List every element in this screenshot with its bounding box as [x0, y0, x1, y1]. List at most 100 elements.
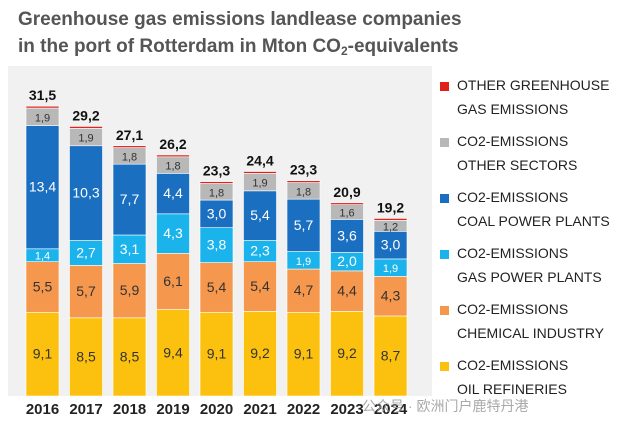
x-tick-label: 2016 — [26, 401, 59, 418]
x-tick-label: 2024 — [374, 401, 408, 418]
legend-item: CO2-EMISSIONS OTHER SECTORS — [440, 133, 628, 190]
total-label: 20,9 — [333, 184, 360, 200]
x-tick-label: 2018 — [113, 401, 146, 418]
legend-item: CO2-EMISSIONS GAS POWER PLANTS — [440, 245, 628, 302]
bar-segment — [286, 198, 321, 252]
legend-swatch — [440, 194, 449, 203]
chart-title-line1: Greenhouse gas emissions landlease compa… — [18, 9, 462, 30]
data-label: 7,7 — [120, 191, 140, 207]
data-label: 1,8 — [165, 161, 180, 173]
data-label: 4,3 — [163, 225, 183, 241]
bar-segment — [243, 261, 277, 312]
bar-segment — [373, 276, 408, 317]
bar-segment — [286, 311, 321, 397]
x-tick-label: 2023 — [330, 401, 363, 418]
bar-segment — [156, 213, 190, 254]
x-tick-label: 2020 — [200, 401, 233, 418]
bar-segment — [156, 309, 190, 397]
bar-segment — [112, 317, 147, 397]
total-label: 23,3 — [203, 163, 230, 179]
data-label: 8,5 — [120, 348, 140, 364]
bar-segment — [156, 154, 190, 158]
data-label: 8,7 — [381, 347, 401, 363]
data-label: 1,9 — [383, 263, 398, 275]
legend-swatch — [440, 362, 449, 371]
bar-segment — [199, 311, 234, 397]
legend-label-line1: CO2-EMISSIONS — [457, 133, 569, 149]
chart-legend: OTHER GREENHOUSE GAS EMISSIONS CO2-EMISSIO… — [440, 77, 628, 414]
data-label: 1,8 — [296, 186, 311, 198]
legend-label-line2: COAL POWER PLANTS — [457, 213, 610, 229]
watermark-text: 公众号 · 欧洲门户鹿特丹港 — [362, 398, 529, 414]
bar-segment — [69, 317, 103, 397]
legend-swatch — [440, 306, 449, 315]
bar-segment — [156, 253, 190, 310]
legend-label-line1: CO2-EMISSIONS — [457, 301, 569, 317]
legend-label: CO2-EMISSIONS GAS POWER PLANTS — [457, 241, 602, 289]
bar-segment — [373, 218, 408, 221]
total-label: 19,2 — [377, 199, 404, 215]
data-label: 4,4 — [337, 283, 357, 299]
bar-segment — [69, 126, 103, 129]
data-label: 4,3 — [381, 288, 401, 304]
bar-segment — [286, 180, 321, 183]
bar-segment — [243, 311, 277, 397]
legend-label-line1: CO2-EMISSIONS — [457, 189, 569, 205]
legend-item: CO2-EMISSIONS OIL REFINERIES — [440, 357, 628, 414]
data-label: 3,0 — [381, 237, 401, 253]
data-label: 3,1 — [120, 241, 140, 257]
chart-title-subscript: 2 — [340, 44, 348, 58]
legend-item: CO2-EMISSIONS CHEMICAL INDUSTRY — [440, 301, 628, 358]
bar-segment — [156, 173, 190, 215]
legend-label: OTHER GREENHOUSE GAS EMISSIONS — [457, 73, 609, 121]
bar-segment — [112, 163, 147, 236]
x-tick-label: 2017 — [69, 401, 102, 418]
legend-swatch — [440, 250, 449, 259]
data-label: 5,5 — [33, 278, 53, 294]
bar-segment — [286, 268, 321, 313]
x-tick-label: 2021 — [243, 401, 276, 418]
data-label: 9,2 — [250, 345, 270, 361]
bar-segment — [199, 199, 234, 228]
bar-segment — [112, 145, 147, 148]
bar-segment — [373, 231, 408, 260]
total-label: 23,3 — [290, 162, 317, 178]
data-label: 13,4 — [29, 179, 56, 195]
data-label: 9,1 — [33, 346, 53, 362]
legend-label-line2: GAS EMISSIONS — [457, 101, 569, 117]
bar-segment — [330, 311, 364, 397]
legend-item: CO2-EMISSIONS COAL POWER PLANTS — [440, 189, 628, 246]
total-label: 26,2 — [159, 136, 186, 152]
legend-swatch — [440, 82, 449, 91]
data-label: 1,9 — [296, 256, 311, 268]
data-label: 5,4 — [207, 279, 227, 295]
legend-swatch — [440, 138, 449, 147]
data-label: 9,4 — [163, 344, 183, 360]
x-tick-label: 2019 — [156, 401, 189, 418]
legend-label: CO2-EMISSIONS CHEMICAL INDUSTRY — [457, 297, 604, 345]
data-label: 3,0 — [207, 205, 227, 221]
data-label: 2,7 — [76, 244, 96, 260]
legend-label-line2: OTHER SECTORS — [457, 157, 578, 173]
data-label: 3,6 — [337, 227, 357, 243]
bar-segment — [25, 261, 60, 313]
chart-title-line2-suffix: -equivalents — [347, 36, 459, 57]
total-label: 27,1 — [116, 127, 143, 143]
bar-segment — [25, 311, 60, 397]
bar-segment — [373, 315, 408, 397]
data-label: 1,4 — [35, 251, 50, 263]
chart-title-line2: in the port of Rotterdam in Mton CO2-equ… — [18, 33, 488, 60]
data-label: 1,9 — [252, 178, 267, 190]
chart-title-line2-prefix: in the port of Rotterdam in Mton CO — [18, 36, 341, 57]
data-label: 6,1 — [163, 273, 183, 289]
bar-segment — [69, 240, 103, 266]
data-label: 5,4 — [250, 278, 270, 294]
bar-segment — [199, 262, 234, 313]
bar-segment — [330, 219, 364, 253]
data-label: 5,7 — [294, 217, 314, 233]
data-label: 1,2 — [383, 221, 398, 233]
data-label: 1,9 — [78, 133, 93, 145]
total-label: 31,5 — [29, 87, 56, 103]
data-label: 1,6 — [339, 208, 354, 220]
bar-segment — [330, 202, 364, 205]
